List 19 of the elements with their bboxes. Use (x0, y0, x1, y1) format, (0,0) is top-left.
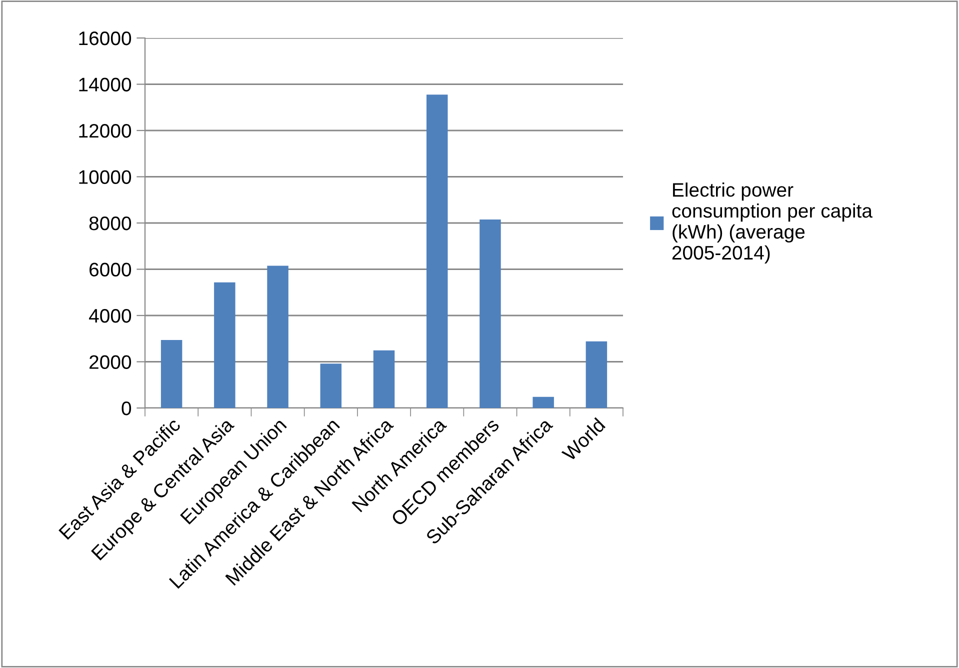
legend-label: Electric power consumption per capita (kWh) (average 2005-2014) (672, 182, 872, 264)
bar (267, 266, 288, 408)
y-tick-label: 6000 (90, 262, 132, 276)
y-tick-label: 4000 (89, 308, 132, 323)
bar (320, 364, 342, 408)
bar (586, 341, 608, 408)
y-tick-label: 14000 (79, 78, 132, 92)
bar (160, 340, 182, 408)
y-tick-label: 10000 (79, 170, 132, 184)
y-tick-label: 8000 (89, 216, 132, 230)
y-tick-label: 2000 (90, 355, 132, 369)
y-tick-label: 0 (122, 401, 132, 416)
y-tick-label: 16000 (79, 31, 132, 46)
bar (214, 282, 236, 408)
y-tick-label: 12000 (79, 124, 132, 138)
bar (532, 396, 554, 408)
bar (480, 220, 501, 408)
bar (426, 94, 448, 408)
bar (373, 350, 395, 408)
